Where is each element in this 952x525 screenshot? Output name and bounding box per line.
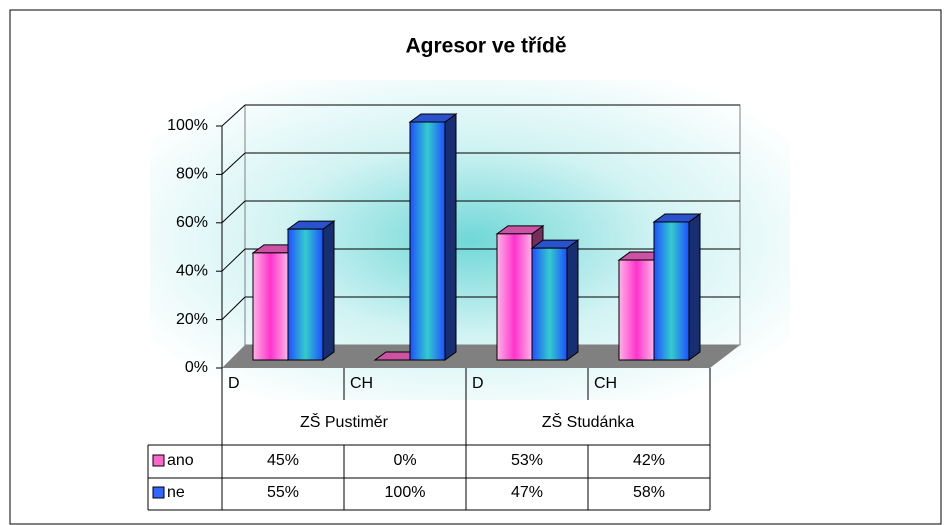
table-value: 45% <box>267 452 299 469</box>
bar <box>286 220 336 361</box>
bar-front <box>653 221 690 361</box>
bar <box>408 113 458 361</box>
bar <box>530 239 580 361</box>
x-tick-label: D <box>472 375 484 392</box>
bar-front <box>287 228 324 361</box>
y-tick-label: 100% <box>167 117 208 134</box>
y-tick-label: 0% <box>185 359 208 376</box>
grid-line <box>221 200 246 224</box>
legend-swatch <box>152 454 165 467</box>
y-tick-label: 20% <box>176 311 208 328</box>
table-value: 58% <box>633 484 665 501</box>
legend-label: ano <box>167 452 194 469</box>
bar-front <box>252 252 289 361</box>
bar-front <box>409 121 446 361</box>
x-tick-label: CH <box>350 375 373 392</box>
chart-title: Agresor ve třídě <box>405 35 566 58</box>
grid-line <box>221 248 246 272</box>
group-label: ZŠ Pustiměr <box>300 412 389 431</box>
group-label: ZŠ Studánka <box>542 412 635 431</box>
bar-front <box>496 233 533 361</box>
table-value: 0% <box>393 452 416 469</box>
table-value: 42% <box>633 452 665 469</box>
y-tick-label: 80% <box>176 166 208 183</box>
grid-line <box>221 296 246 320</box>
bar-side <box>688 212 701 361</box>
bar-side <box>566 239 579 361</box>
y-tick-label: 40% <box>176 262 208 279</box>
table-value: 47% <box>511 484 543 501</box>
floor <box>222 345 740 368</box>
bar-front <box>531 247 568 361</box>
table-value: 53% <box>511 452 543 469</box>
legend-swatch <box>152 486 165 499</box>
bar-front <box>618 259 655 361</box>
legend-label: ne <box>167 484 185 501</box>
x-tick-label: CH <box>594 375 617 392</box>
y-tick-label: 60% <box>176 214 208 231</box>
bar-side <box>444 113 457 361</box>
grid-line <box>221 104 246 127</box>
bar-side <box>322 220 335 361</box>
bar <box>652 212 702 361</box>
table-value: 100% <box>385 484 426 501</box>
grid-line <box>221 152 246 175</box>
x-tick-label: D <box>228 375 240 392</box>
table-value: 55% <box>267 484 299 501</box>
